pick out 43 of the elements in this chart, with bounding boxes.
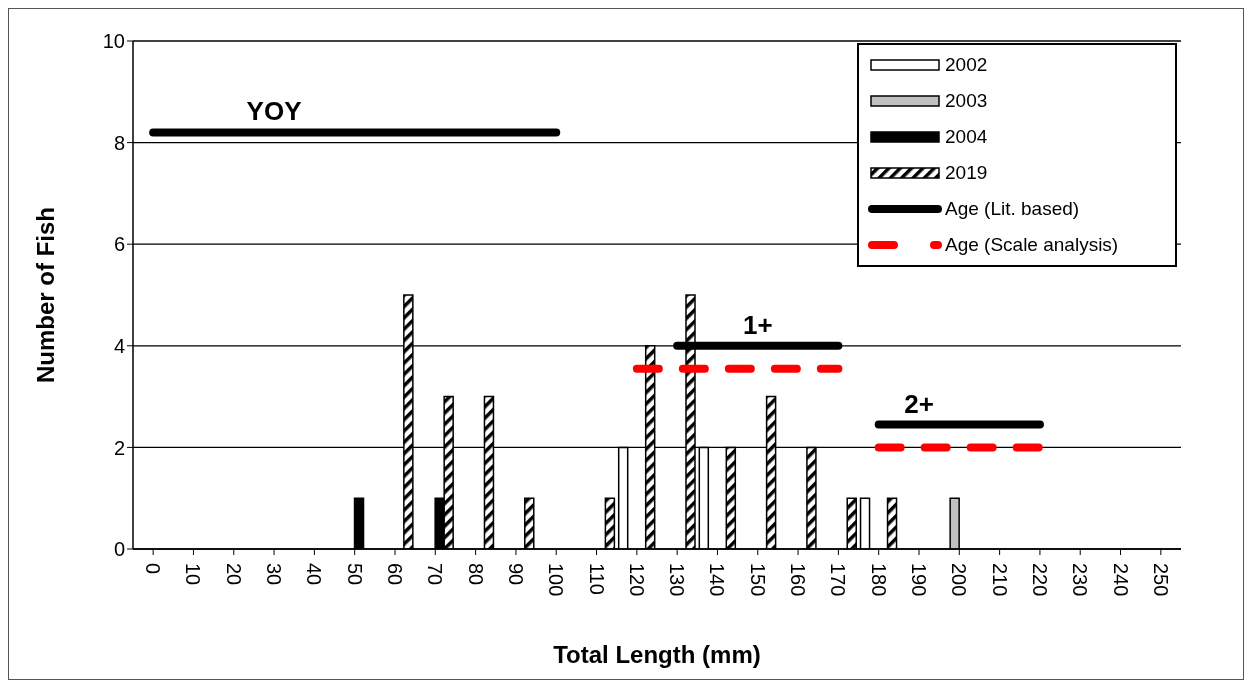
x-tick-label: 0 <box>142 563 165 575</box>
y-tick-label: 4 <box>113 334 125 357</box>
annotation: 1+ <box>742 309 773 340</box>
x-tick-label: 220 <box>1028 563 1051 597</box>
x-tick-label: 190 <box>908 563 930 597</box>
x-tick-label: 100 <box>545 563 568 597</box>
y-tick-label: 6 <box>113 233 125 256</box>
x-tick-label: 180 <box>867 563 890 597</box>
legend-label: 2003 <box>945 90 988 112</box>
x-tick-label: 210 <box>988 563 1011 597</box>
y-tick-label: 10 <box>102 30 125 53</box>
y-tick-label: 2 <box>113 436 125 459</box>
x-tick-label: 60 <box>384 563 406 586</box>
y-tick-label: 8 <box>113 131 125 154</box>
legend-label: 2004 <box>945 126 988 148</box>
annotation: YOY <box>246 96 302 127</box>
x-tick-label: 170 <box>827 563 850 597</box>
legend-label: Age (Scale analysis) <box>945 234 1119 256</box>
x-tick-label: 240 <box>1109 563 1132 597</box>
x-tick-label: 90 <box>504 563 527 586</box>
x-tick-label: 40 <box>303 563 326 586</box>
x-tick-label: 160 <box>787 563 810 597</box>
x-axis-title: Total Length (mm) <box>553 641 761 668</box>
x-tick-label: 80 <box>464 563 487 586</box>
x-tick-label: 150 <box>746 563 769 597</box>
x-tick-label: 20 <box>222 563 245 586</box>
x-tick-label: 250 <box>1149 563 1172 597</box>
legend-label: 2002 <box>945 54 988 76</box>
x-tick-label: 230 <box>1069 563 1092 597</box>
x-tick-label: 50 <box>343 563 366 586</box>
y-tick-label: 0 <box>113 538 125 561</box>
x-tick-label: 10 <box>182 563 205 586</box>
x-tick-label: 70 <box>424 563 447 586</box>
annotation: 2+ <box>904 388 934 419</box>
legend-label: 2019 <box>945 162 988 184</box>
x-tick-label: 110 <box>585 563 608 595</box>
y-axis-title: Number of Fish <box>31 206 59 384</box>
x-tick-label: 140 <box>706 563 729 597</box>
legend-label: Age (Lit. based) <box>945 198 1080 220</box>
x-tick-label: 130 <box>666 563 689 597</box>
x-tick-label: 30 <box>263 563 286 586</box>
x-tick-label: 200 <box>948 563 971 597</box>
x-tick-label: 120 <box>625 563 648 597</box>
